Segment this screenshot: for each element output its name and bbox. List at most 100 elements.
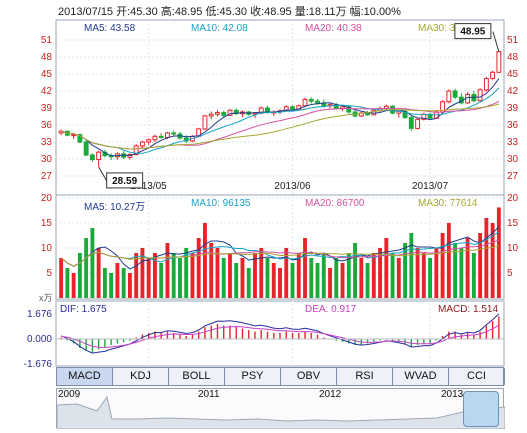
volume-bar [428, 258, 433, 298]
candle-body [221, 112, 227, 116]
volume-bar [253, 253, 257, 298]
macd-tick: -1.676 [24, 359, 53, 370]
volume-bar [278, 268, 282, 298]
volume-bar [346, 253, 351, 298]
volume-bar [284, 248, 289, 298]
candle-body [202, 115, 208, 130]
dif-line [60, 313, 500, 354]
tab-rsi[interactable]: RSI [337, 368, 393, 385]
price-tick-left: 39 [41, 103, 53, 114]
candle-body [77, 134, 83, 143]
tab-psy[interactable]: PSY [225, 368, 281, 385]
volume-bar [121, 268, 126, 298]
volume-bar [102, 268, 107, 298]
price-tick-left: 27 [41, 171, 53, 182]
volume-bar [384, 238, 389, 298]
navigator-range-handle[interactable] [463, 391, 499, 427]
price-tick-right: 48 [507, 52, 519, 63]
volume-bar [259, 248, 264, 298]
candle-body [290, 106, 295, 110]
price-tick-right: 30 [507, 154, 519, 165]
volume-bar [190, 253, 195, 298]
price-ma5-label: MA5: 43.58 [84, 23, 136, 34]
range-navigator[interactable] [56, 388, 505, 429]
volume-bar [159, 263, 164, 298]
candle-body [208, 113, 214, 117]
price-tick-left: 30 [41, 154, 53, 165]
price-tick-left: 33 [41, 137, 53, 148]
volume-ma10-line [60, 231, 500, 267]
volume-tick-left: 20 [41, 193, 53, 204]
volume-bar [471, 253, 476, 298]
nav-year-2011: 2011 [198, 389, 220, 400]
low-marker-text: 28.59 [112, 176, 137, 187]
tab-kdj[interactable]: KDJ [113, 368, 169, 385]
volume-bar [321, 253, 326, 298]
volume-bar [303, 238, 307, 298]
volume-bar [240, 258, 245, 298]
volume-unit-label: x万 [39, 293, 53, 303]
volume-bars [59, 207, 501, 298]
tab-macd[interactable]: MACD [57, 368, 113, 385]
candle-body [477, 89, 483, 102]
candle-body [139, 141, 145, 147]
price-tick-left: 48 [41, 52, 53, 63]
quote-header: 2013/07/15 开:45.30 高:48.95 低:45.30 收:48.… [58, 3, 401, 19]
ma10-line [60, 87, 500, 154]
candle-body [483, 78, 489, 91]
volume-ma30-line [60, 245, 500, 267]
quote-high: 高:48.95 [160, 6, 203, 18]
volume-ma20-line [60, 239, 500, 267]
volume-bar [403, 243, 408, 298]
macd-lines [60, 313, 500, 354]
tab-boll[interactable]: BOLL [169, 368, 225, 385]
volume-bar [215, 248, 220, 298]
price-tick-left: 42 [41, 86, 53, 97]
volume-bar [390, 253, 395, 298]
candle-body [308, 99, 314, 102]
volume-ma10-label: MA10: 96135 [191, 198, 251, 209]
volume-bar [65, 268, 70, 298]
candle-body [408, 117, 414, 129]
volume-bar [415, 248, 420, 298]
volume-tick-right: 10 [507, 243, 519, 254]
price-ma20-label: MA20: 40.38 [305, 23, 362, 34]
candlestick-series [58, 51, 502, 167]
volume-bar [309, 258, 314, 298]
volume-bar [409, 233, 414, 298]
price-y-axis: 51 51 48 48 45 45 42 42 39 39 36 36 33 33 30 30 27 27 [41, 35, 519, 182]
candle-body [171, 132, 177, 135]
candle-body [227, 109, 233, 116]
tab-obv[interactable]: OBV [281, 368, 337, 385]
date-tick-label: 2013/05 [131, 181, 168, 192]
volume-bar [378, 248, 382, 298]
volume-y-axis: 20 20 15 15 10 10 5 5 [41, 193, 519, 279]
price-tick-right: 45 [507, 69, 519, 80]
macd-y-axis: 1.676 0.000 -1.676 [24, 309, 504, 370]
navigator-sparkline [57, 395, 505, 429]
date-x-axis: 2013/05 2013/06 2013/07 [131, 181, 449, 192]
tab-wvad[interactable]: WVAD [393, 368, 449, 385]
candle-body [83, 141, 89, 156]
quote-volume: 量:18.11万 [294, 6, 347, 18]
extreme-markers: 48.95 28.59 [98, 23, 500, 189]
price-ma30-label: MA30: 39.70 [418, 23, 475, 34]
volume-ma20-label: MA20: 86700 [305, 198, 365, 209]
volume-bar [396, 258, 401, 298]
macd-tick: 0.000 [27, 334, 52, 345]
candle-body [89, 154, 95, 161]
volume-bar [296, 253, 301, 298]
volume-bar [496, 207, 501, 298]
volume-bar [152, 253, 157, 298]
volume-bar [84, 238, 89, 298]
price-grid [56, 20, 504, 366]
tab-cci[interactable]: CCI [449, 368, 505, 385]
volume-bar [59, 258, 64, 298]
candle-body [96, 151, 102, 161]
volume-bar [146, 258, 151, 298]
low-marker-box [106, 172, 144, 189]
macd-value-label: MACD: 1.514 [438, 304, 499, 315]
quote-change: 幅:10.00% [349, 6, 401, 18]
